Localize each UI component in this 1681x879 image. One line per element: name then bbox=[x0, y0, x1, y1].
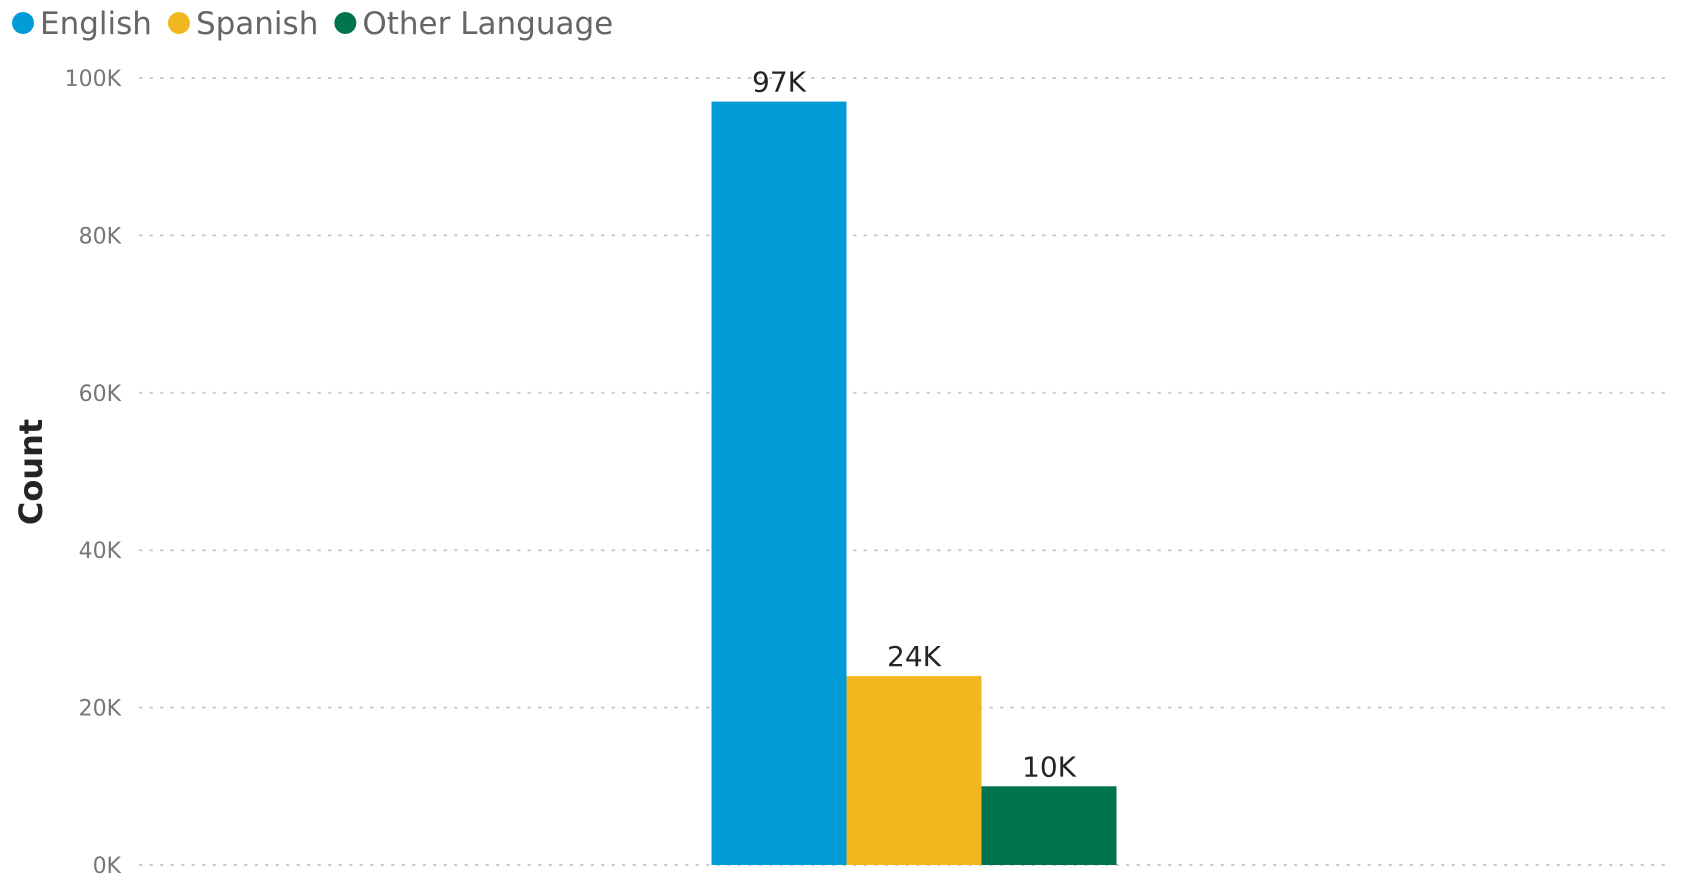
legend-marker-english bbox=[12, 12, 34, 34]
legend-label-other-language: Other Language bbox=[362, 6, 613, 42]
bar-spanish bbox=[846, 676, 982, 865]
legend: English Spanish Other Language bbox=[12, 6, 613, 42]
y-axis: 0K 20K 40K 60K 80K 100K bbox=[65, 67, 122, 879]
legend-marker-other-language bbox=[334, 12, 357, 34]
legend-marker-spanish bbox=[167, 12, 190, 34]
legend-label-english: English bbox=[40, 6, 152, 42]
y-tick-label: 0K bbox=[93, 854, 122, 879]
data-label-spanish: 24K bbox=[887, 640, 942, 673]
y-tick-label: 40K bbox=[79, 539, 122, 564]
data-labels: 97K 24K 10K bbox=[752, 66, 1077, 784]
y-tick-label: 60K bbox=[79, 382, 122, 407]
y-tick-label: 100K bbox=[65, 67, 122, 92]
y-axis-title: Count bbox=[12, 419, 50, 525]
data-label-other-language: 10K bbox=[1022, 750, 1077, 783]
y-tick-label: 80K bbox=[79, 224, 122, 249]
bars bbox=[711, 101, 1117, 866]
data-label-english: 97K bbox=[752, 66, 807, 99]
y-tick-label: 20K bbox=[79, 697, 122, 722]
bar-other-language bbox=[981, 786, 1117, 865]
legend-label-spanish: Spanish bbox=[196, 6, 318, 42]
bar-english bbox=[711, 101, 847, 866]
